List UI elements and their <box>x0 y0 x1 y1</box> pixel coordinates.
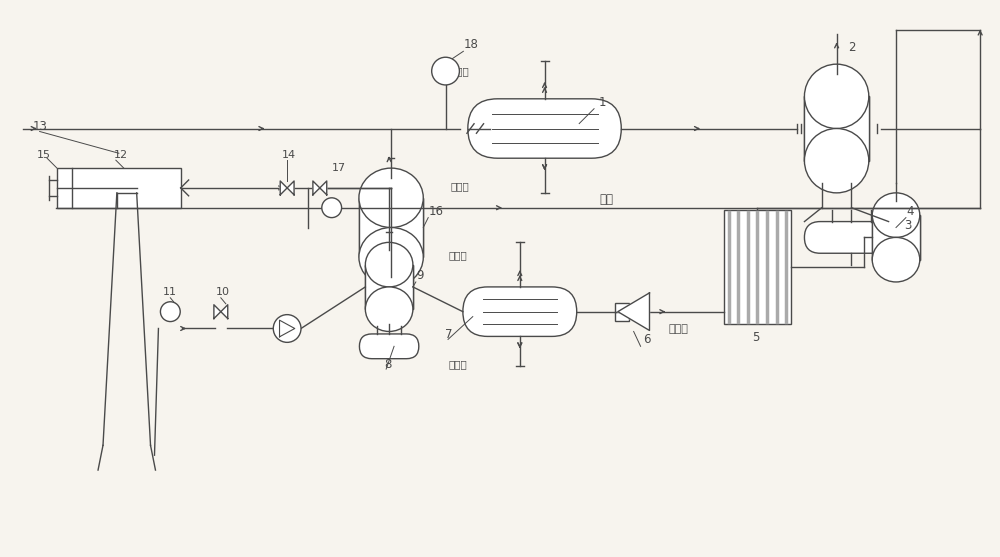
Ellipse shape <box>359 227 423 287</box>
Text: 冷媒进: 冷媒进 <box>450 181 469 191</box>
Text: 1: 1 <box>599 96 607 109</box>
Polygon shape <box>313 181 320 195</box>
Ellipse shape <box>365 287 413 331</box>
Polygon shape <box>214 305 221 319</box>
Text: 11: 11 <box>162 287 176 297</box>
Text: 6: 6 <box>644 333 651 346</box>
Ellipse shape <box>365 242 413 287</box>
Bar <box>359 198 423 257</box>
Polygon shape <box>287 181 294 195</box>
Text: 冷媒出: 冷媒出 <box>448 250 467 260</box>
Text: 9: 9 <box>416 269 423 282</box>
FancyBboxPatch shape <box>468 99 621 158</box>
FancyBboxPatch shape <box>359 334 419 359</box>
Text: 3: 3 <box>904 219 911 232</box>
Ellipse shape <box>804 64 869 129</box>
Polygon shape <box>320 181 327 195</box>
Bar <box>724 210 791 324</box>
Ellipse shape <box>872 193 920 237</box>
Text: 尾气: 尾气 <box>599 193 613 206</box>
Text: 渗透气: 渗透气 <box>668 325 688 335</box>
Text: 冷媒出: 冷媒出 <box>450 66 469 76</box>
Text: 冷媒进: 冷媒进 <box>448 359 467 369</box>
Circle shape <box>273 315 301 343</box>
Text: 13: 13 <box>33 120 48 134</box>
Polygon shape <box>618 293 649 330</box>
Text: 12: 12 <box>114 150 128 160</box>
Text: 17: 17 <box>332 163 346 173</box>
Bar <box>365 265 413 309</box>
Text: 7: 7 <box>445 329 453 341</box>
Bar <box>615 303 629 321</box>
Polygon shape <box>221 305 228 319</box>
Text: 18: 18 <box>463 38 478 51</box>
Circle shape <box>322 198 342 218</box>
Text: 4: 4 <box>906 204 913 218</box>
Circle shape <box>160 302 180 321</box>
Circle shape <box>432 57 459 85</box>
Bar <box>57 168 181 208</box>
Text: 16: 16 <box>428 204 443 218</box>
Text: 2: 2 <box>848 41 856 54</box>
Text: W1: W1 <box>439 67 452 76</box>
Polygon shape <box>280 181 287 195</box>
Bar <box>872 215 920 260</box>
Text: 10: 10 <box>216 287 230 297</box>
Ellipse shape <box>359 168 423 227</box>
Ellipse shape <box>804 129 869 193</box>
Bar <box>804 96 869 160</box>
Text: 5: 5 <box>752 331 760 344</box>
Text: 14: 14 <box>282 150 296 160</box>
Text: 8: 8 <box>384 358 392 371</box>
Text: 15: 15 <box>37 150 51 160</box>
Ellipse shape <box>872 237 920 282</box>
FancyBboxPatch shape <box>463 287 577 336</box>
FancyBboxPatch shape <box>804 222 898 253</box>
